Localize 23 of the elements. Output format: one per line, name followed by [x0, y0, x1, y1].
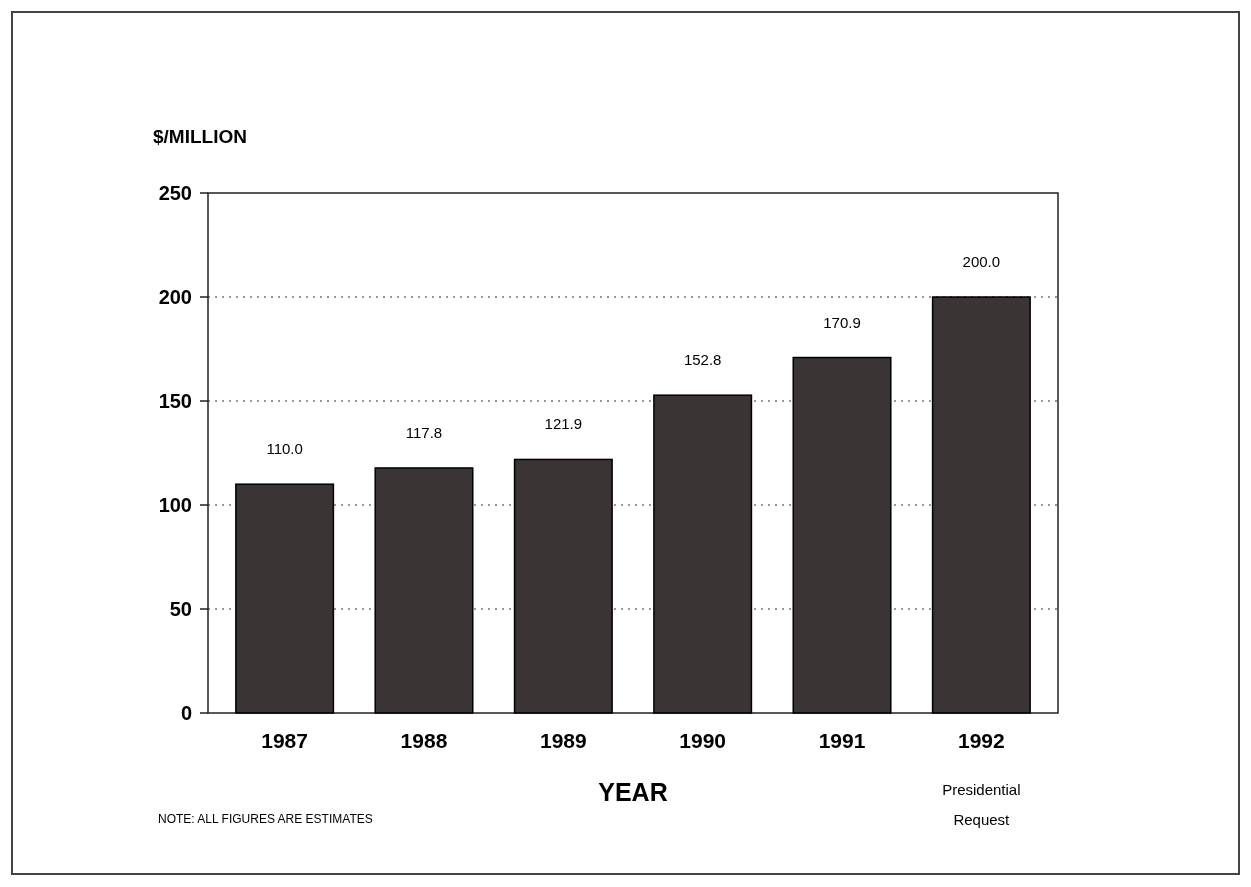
data-label: 170.9	[823, 313, 861, 331]
data-label: 200.0	[962, 253, 1001, 270]
x-tick-label: 1987	[261, 729, 308, 752]
y-tick-label: 100	[158, 494, 192, 516]
text: Presidential Request	[942, 781, 1021, 828]
bar	[653, 394, 753, 714]
y-tick-label: 250	[158, 182, 192, 204]
x-axis-title: YEAR	[598, 778, 668, 806]
data-label: 117.8	[405, 423, 443, 441]
x-tick-label: 1992	[958, 729, 1005, 752]
data-label: 152.8	[683, 351, 722, 369]
data-label: 121.9	[544, 415, 583, 433]
x-tick-label: 1988	[400, 729, 448, 752]
x-tick-label: 1990	[679, 729, 727, 752]
text: NOTE: ALL FIGURES ARE ESTIMATES	[158, 812, 373, 826]
y-tick-label: 0	[180, 702, 192, 724]
y-tick-label: 150	[158, 390, 192, 412]
y-tick-label: 200	[158, 286, 192, 308]
x-tick-label: 1991	[818, 729, 866, 752]
data-label: 110.0	[266, 440, 303, 458]
y-tick-label: 50	[169, 598, 192, 620]
y-axis-title: $/MILLION	[153, 126, 247, 147]
x-tick-label: 1989	[539, 729, 587, 752]
